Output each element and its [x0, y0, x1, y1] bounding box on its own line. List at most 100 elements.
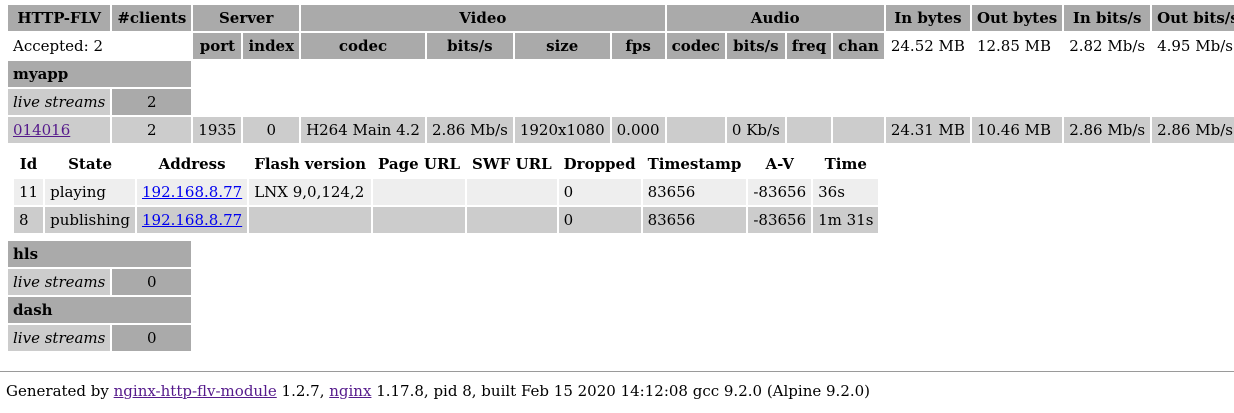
client-av: -83656 [753, 183, 807, 201]
stream-video-bitrate: 2.86 Mb/s [426, 117, 513, 143]
client-id: 8 [19, 211, 29, 229]
audio-codec-header: codec [666, 33, 725, 59]
app-name-myapp: myapp [8, 61, 192, 87]
stream-video-fps: 0.000 [611, 117, 665, 143]
client-dropped-header: Dropped [563, 155, 636, 173]
client-timestamp-header: Timestamp [647, 155, 742, 173]
total-out-bits: 4.95 Mb/s [1157, 37, 1233, 55]
client-state: playing [50, 183, 106, 201]
audio-chan-header: chan [833, 33, 884, 59]
module-version: 1.2.7, [276, 382, 330, 400]
app-row-dash: dash [8, 297, 1234, 323]
clients-header: #clients [112, 5, 192, 31]
stream-in-bytes: 24.31 MB [885, 117, 970, 143]
total-in-bytes: 24.52 MB [890, 37, 965, 55]
stream-audio-freq [786, 117, 832, 143]
video-bitrate-header: bits/s [426, 33, 513, 59]
client-row: 11 playing 192.168.8.77 LNX 9,0,124,2 0 … [14, 179, 879, 205]
stream-video-codec: H264 Main 4.2 [301, 117, 425, 143]
accepted-count: Accepted: 2 [13, 37, 103, 55]
header-row-1: HTTP-FLV #clients Server Video Audio In … [8, 5, 1234, 31]
client-time-header: Time [824, 155, 867, 173]
live-streams-count-hls: 0 [112, 269, 192, 295]
video-fps-header: fps [611, 33, 665, 59]
module-link[interactable]: nginx-http-flv-module [113, 382, 277, 400]
client-flash [249, 207, 371, 233]
client-dropped: 0 [563, 183, 574, 201]
footer-prefix: Generated by [6, 382, 114, 400]
app-name-hls: hls [8, 241, 192, 267]
stream-in-bits: 2.86 Mb/s [1064, 117, 1151, 143]
total-in-bits: 2.82 Mb/s [1069, 37, 1146, 55]
in-bytes-header: In bytes [885, 5, 970, 31]
stream-name-cell: 014016 [8, 117, 111, 143]
clients-container: Id State Address Flash version Page URL … [8, 145, 884, 239]
stream-out-bytes: 10.46 MB [971, 117, 1063, 143]
client-address-header: Address [158, 155, 226, 173]
proto-header: HTTP-FLV [8, 5, 111, 31]
client-timestamp: 83656 [647, 211, 696, 229]
footer-details: 1.17.8, pid 8, built Feb 15 2020 14:12:0… [371, 382, 871, 400]
client-id-header: Id [19, 155, 38, 173]
stream-out-bits: 2.86 Mb/s [1152, 117, 1234, 143]
client-swf-url-header: SWF URL [472, 155, 552, 173]
client-flash: LNX 9,0,124,2 [254, 183, 365, 201]
client-av: -83656 [753, 211, 807, 229]
client-flash-header: Flash version [254, 155, 367, 173]
client-address-cell: 192.168.8.77 [137, 207, 247, 233]
stream-audio-bitrate: 0 Kb/s [726, 117, 785, 143]
video-size-header: size [514, 33, 610, 59]
client-time: 1m 31s [818, 211, 874, 229]
app-row-hls: hls [8, 241, 1234, 267]
live-streams-row-myapp: live streams 2 [8, 89, 1234, 115]
live-streams-label-myapp: live streams [8, 89, 111, 115]
client-dropped: 0 [563, 211, 574, 229]
client-id: 11 [19, 183, 39, 201]
stats-table: HTTP-FLV #clients Server Video Audio In … [6, 3, 1234, 353]
live-streams-row-hls: live streams 0 [8, 269, 1234, 295]
nginx-link[interactable]: nginx [329, 382, 372, 400]
audio-header: Audio [666, 5, 884, 31]
stream-audio-chan [833, 117, 884, 143]
live-streams-label-hls: live streams [8, 269, 111, 295]
stream-index: 0 [243, 117, 300, 143]
live-streams-label-dash: live streams [8, 325, 111, 351]
clients-table: Id State Address Flash version Page URL … [12, 149, 880, 235]
client-swf-url [467, 207, 557, 233]
stream-port: 1935 [193, 117, 242, 143]
client-page-url-header: Page URL [378, 155, 460, 173]
header-row-2: Accepted: 2 port index codec bits/s size… [8, 33, 1234, 59]
footer-text: Generated by nginx-http-flv-module 1.2.7… [0, 372, 1234, 400]
audio-bitrate-header: bits/s [726, 33, 785, 59]
stream-audio-codec [666, 117, 725, 143]
client-state: publishing [50, 211, 130, 229]
client-page-url [373, 207, 465, 233]
live-streams-count-dash: 0 [112, 325, 192, 351]
stream-name-link[interactable]: 014016 [13, 121, 71, 139]
video-header: Video [301, 5, 665, 31]
live-streams-count-myapp: 2 [112, 89, 192, 115]
audio-freq-header: freq [786, 33, 832, 59]
client-address-link[interactable]: 192.168.8.77 [141, 211, 243, 229]
footer: Generated by nginx-http-flv-module 1.2.7… [0, 371, 1234, 400]
client-swf-url [467, 179, 557, 205]
client-state-header: State [68, 155, 113, 173]
stream-row: 014016 2 1935 0 H264 Main 4.2 2.86 Mb/s … [8, 117, 1234, 143]
stream-video-size: 1920x1080 [514, 117, 610, 143]
app-name-dash: dash [8, 297, 192, 323]
index-header: index [243, 33, 300, 59]
port-header: port [193, 33, 242, 59]
client-row: 8 publishing 192.168.8.77 0 83656 -83656… [14, 207, 879, 233]
clients-header-row: Id State Address Flash version Page URL … [14, 151, 878, 177]
client-address-link[interactable]: 192.168.8.77 [141, 183, 243, 201]
stream-clients: 2 [112, 117, 192, 143]
clients-row: Id State Address Flash version Page URL … [8, 145, 1234, 239]
app-row-myapp: myapp [8, 61, 1234, 87]
video-codec-header: codec [301, 33, 425, 59]
live-streams-row-dash: live streams 0 [8, 325, 1234, 351]
out-bytes-header: Out bytes [971, 5, 1063, 31]
client-time: 36s [818, 183, 845, 201]
client-address-cell: 192.168.8.77 [137, 179, 247, 205]
in-bits-header: In bits/s [1064, 5, 1151, 31]
client-av-header: A-V [765, 155, 794, 173]
